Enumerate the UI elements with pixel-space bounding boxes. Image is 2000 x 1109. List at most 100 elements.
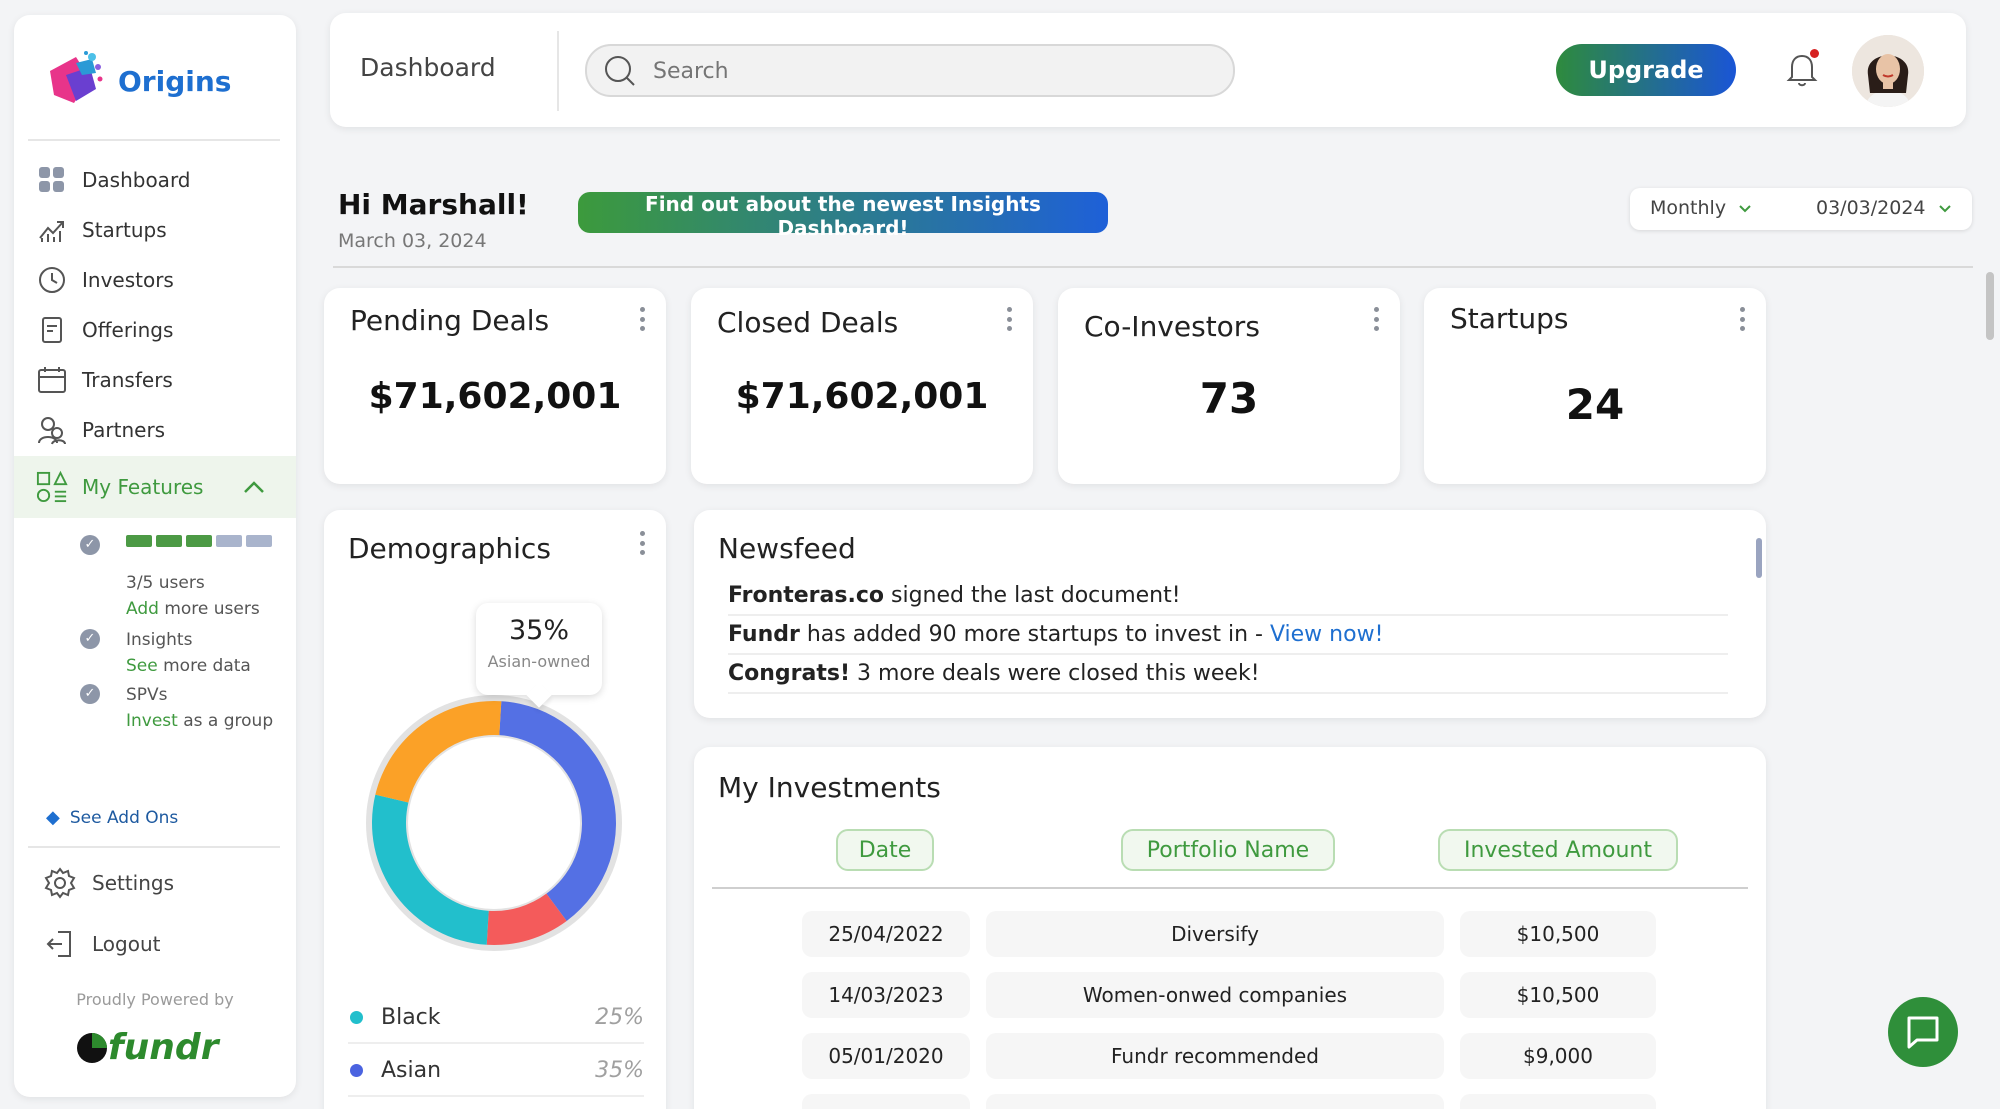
date-select[interactable]: 03/03/2024 bbox=[1816, 197, 1952, 219]
divider bbox=[712, 887, 1748, 889]
diamond-icon: ◆ bbox=[46, 807, 60, 828]
newsfeed-scrollbar[interactable] bbox=[1756, 538, 1762, 578]
see-more-data-link[interactable]: See more data bbox=[126, 656, 251, 676]
settings-button[interactable]: Settings bbox=[44, 867, 174, 899]
stat-value: $71,602,001 bbox=[735, 376, 989, 417]
news-subject: Fundr bbox=[728, 622, 800, 647]
legend-item: Black 25% bbox=[348, 992, 644, 1044]
legend-dot bbox=[350, 1010, 363, 1024]
legend-label: Asian bbox=[381, 1057, 442, 1083]
column-header-portfolio-name[interactable]: Portfolio Name bbox=[1121, 829, 1335, 871]
add-users-link[interactable]: Add more users bbox=[126, 599, 260, 619]
chevron-down-icon bbox=[1739, 205, 1751, 213]
search-input[interactable] bbox=[653, 54, 1213, 88]
period-select[interactable]: Monthly bbox=[1650, 197, 1752, 219]
features-icon bbox=[36, 470, 68, 503]
stat-card-pending-deals: Pending Deals $71,602,001 bbox=[324, 288, 666, 484]
logout-label: Logout bbox=[92, 932, 161, 956]
add-ons-label: See Add Ons bbox=[69, 807, 179, 828]
card-title: My Investments bbox=[718, 771, 941, 804]
sidebar-item-label: Offerings bbox=[82, 318, 174, 342]
sidebar-item-my-features[interactable]: My Features bbox=[14, 456, 296, 518]
gear-icon bbox=[44, 867, 76, 899]
chart-trend-icon bbox=[36, 214, 68, 246]
progress-segment bbox=[246, 535, 272, 547]
demographics-donut-chart[interactable] bbox=[364, 693, 624, 953]
fundr-pie-icon bbox=[77, 1032, 107, 1063]
avatar[interactable] bbox=[1852, 35, 1924, 107]
tooltip-label: Asian-owned bbox=[487, 652, 591, 671]
table-cell-name: Diversify bbox=[986, 911, 1444, 957]
fundr-wordmark: fundr bbox=[108, 1027, 219, 1068]
stat-card-startups: Startups 24 bbox=[1424, 288, 1766, 484]
divider bbox=[333, 266, 1973, 268]
stat-card-closed-deals: Closed Deals $71,602,001 bbox=[691, 288, 1033, 484]
sidebar-item-partners[interactable]: Partners bbox=[14, 407, 296, 453]
check-icon: ✓ bbox=[80, 684, 100, 704]
brand-logo[interactable]: Origins bbox=[46, 49, 231, 113]
chevron-up-icon[interactable] bbox=[243, 475, 265, 499]
column-header-invested-amount[interactable]: Invested Amount bbox=[1438, 829, 1678, 871]
logout-button[interactable]: Logout bbox=[44, 928, 160, 960]
stat-title: Co-Investors bbox=[1084, 310, 1260, 343]
card-title: Newsfeed bbox=[718, 532, 856, 565]
news-subject: Fronteras.co bbox=[728, 583, 884, 608]
table-cell-amount: $10,500 bbox=[1460, 911, 1656, 957]
search-bar[interactable] bbox=[585, 44, 1235, 97]
sidebar-item-startups[interactable]: Startups bbox=[14, 207, 296, 253]
invest-as-group-link[interactable]: Invest as a group bbox=[126, 711, 274, 731]
stat-value: $71,602,001 bbox=[368, 376, 622, 417]
card-title: Demographics bbox=[348, 532, 551, 565]
notification-dot bbox=[1810, 49, 1819, 58]
news-item: Fundr has added 90 more startups to inve… bbox=[728, 617, 1728, 655]
more-options-icon[interactable] bbox=[1366, 304, 1386, 334]
sidebar-item-transfers[interactable]: Transfers bbox=[14, 357, 296, 403]
settings-label: Settings bbox=[92, 871, 175, 895]
legend-label: Black bbox=[381, 1004, 441, 1030]
see-add-ons-link[interactable]: ◆ See Add Ons bbox=[46, 807, 178, 828]
view-now-link[interactable]: View now! bbox=[1269, 622, 1384, 647]
page-title: Dashboard bbox=[360, 53, 496, 82]
sidebar-item-offerings[interactable]: Offerings bbox=[14, 307, 296, 353]
sidebar-item-label: Startups bbox=[82, 218, 167, 242]
table-cell-date bbox=[802, 1094, 970, 1109]
filter-bar: Monthly 03/03/2024 bbox=[1630, 188, 1972, 230]
top-bar: Dashboard Upgrade bbox=[330, 13, 1966, 127]
legend-pct: 35% bbox=[595, 1057, 644, 1083]
table-cell-name: Women-onwed companies bbox=[986, 972, 1444, 1018]
feature-label: SPVs bbox=[126, 685, 168, 705]
table-cell-name bbox=[986, 1094, 1444, 1109]
news-subject: Congrats! bbox=[728, 661, 851, 686]
chevron-down-icon bbox=[1938, 205, 1951, 213]
table-cell-name: Fundr recommended bbox=[986, 1033, 1444, 1079]
upgrade-button[interactable]: Upgrade bbox=[1556, 44, 1736, 96]
donut-slice-1[interactable] bbox=[486, 893, 567, 945]
stat-card-co-investors: Co-Investors 73 bbox=[1058, 288, 1400, 484]
sidebar-divider bbox=[28, 846, 280, 848]
period-value: Monthly bbox=[1650, 197, 1727, 219]
more-options-icon[interactable] bbox=[1732, 304, 1752, 334]
insights-promo-button[interactable]: Find out about the newest Insights Dashb… bbox=[578, 192, 1108, 240]
sidebar-item-dashboard[interactable]: Dashboard bbox=[14, 157, 296, 203]
donut-slice-3[interactable] bbox=[375, 701, 502, 803]
chat-button[interactable] bbox=[1888, 997, 1958, 1067]
grid-icon bbox=[36, 164, 68, 196]
clock-icon bbox=[36, 264, 68, 296]
page-scrollbar[interactable] bbox=[1986, 272, 1994, 340]
demographics-card: Demographics 35% Asian-owned Black 25% A… bbox=[324, 510, 666, 1109]
progress-segment bbox=[216, 535, 242, 547]
more-options-icon[interactable] bbox=[632, 528, 652, 558]
legend-item: Asian 35% bbox=[348, 1045, 644, 1097]
check-icon: ✓ bbox=[80, 629, 100, 649]
news-text: has added 90 more startups to invest in … bbox=[799, 622, 1270, 647]
donut-slice-0[interactable] bbox=[499, 701, 616, 921]
column-header-date[interactable]: Date bbox=[836, 829, 934, 871]
sidebar-item-investors[interactable]: Investors bbox=[14, 257, 296, 303]
more-options-icon[interactable] bbox=[999, 304, 1019, 334]
bell-icon[interactable] bbox=[1782, 49, 1822, 89]
more-options-icon[interactable] bbox=[632, 304, 652, 334]
document-icon bbox=[36, 314, 68, 346]
sidebar-item-label: My Features bbox=[82, 475, 204, 499]
donut-slice-2[interactable] bbox=[372, 794, 489, 945]
avatar-image bbox=[1852, 35, 1924, 107]
